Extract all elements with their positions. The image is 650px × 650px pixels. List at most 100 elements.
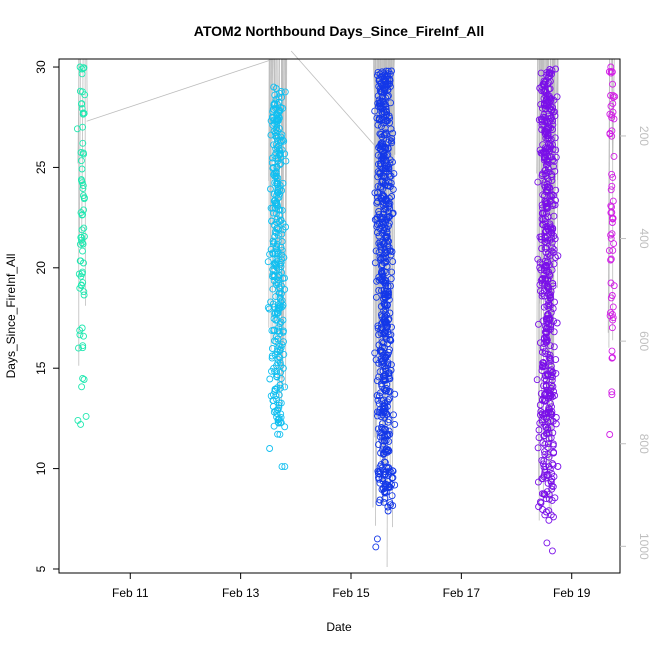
data-point <box>274 309 282 317</box>
data-point <box>375 468 383 476</box>
data-point <box>381 376 389 384</box>
data-point <box>274 406 282 414</box>
trace-line <box>372 58 375 508</box>
data-point <box>548 470 556 477</box>
data-point <box>388 268 396 276</box>
data-point <box>79 279 87 287</box>
data-point <box>79 342 87 350</box>
data-point <box>550 448 558 456</box>
data-point <box>384 360 392 368</box>
data-point <box>275 125 283 132</box>
data-point <box>271 368 279 376</box>
data-point <box>551 167 559 175</box>
data-point <box>548 408 556 416</box>
data-point <box>382 353 390 361</box>
data-point <box>276 139 284 146</box>
data-point <box>76 87 84 95</box>
data-point <box>78 70 86 78</box>
data-point <box>609 100 617 108</box>
data-point <box>380 220 388 228</box>
data-point <box>386 204 394 212</box>
data-point <box>268 159 276 167</box>
data-point <box>387 336 394 344</box>
x-axis: Feb 11 Feb 13 Feb 15 Feb 17 Feb 19 <box>112 573 591 600</box>
data-point <box>547 124 555 132</box>
data-point <box>268 352 276 360</box>
data-point <box>80 288 88 296</box>
data-point <box>375 475 383 483</box>
data-point <box>387 275 395 283</box>
data-point <box>381 399 389 407</box>
data-point <box>552 414 560 421</box>
data-point <box>543 223 551 230</box>
data-point <box>543 161 550 169</box>
data-point <box>549 249 557 257</box>
trace-line <box>284 58 286 140</box>
data-point <box>542 397 550 405</box>
data-point <box>549 483 557 491</box>
data-point <box>268 217 276 225</box>
data-point <box>554 252 562 260</box>
data-point <box>274 142 282 150</box>
trace-line <box>81 58 84 249</box>
data-point <box>608 182 616 190</box>
data-point <box>375 239 383 247</box>
y2-tick-label: 400 <box>637 229 650 249</box>
data-point <box>374 151 382 159</box>
data-point <box>277 243 285 251</box>
data-point <box>609 314 617 322</box>
data-point <box>379 92 387 100</box>
data-point <box>371 349 379 357</box>
data-point <box>543 488 551 496</box>
data-point <box>383 430 391 438</box>
data-point <box>607 231 615 239</box>
data-point <box>544 283 552 291</box>
data-point <box>609 197 617 205</box>
data-point <box>79 211 87 219</box>
data-point <box>384 80 392 88</box>
data-point <box>375 208 383 215</box>
data-point <box>541 117 549 125</box>
data-point <box>273 348 281 356</box>
data-point <box>384 151 392 159</box>
data-point <box>550 96 558 104</box>
trace-line <box>607 58 610 333</box>
data-point <box>382 130 390 138</box>
data-point <box>376 160 384 168</box>
data-point <box>79 344 87 352</box>
data-point <box>376 169 384 177</box>
data-point <box>388 135 396 142</box>
data-point <box>608 127 616 135</box>
data-point <box>379 372 387 380</box>
data-point <box>548 482 556 490</box>
data-point <box>374 68 382 76</box>
data-point <box>537 287 544 295</box>
data-point <box>543 198 551 206</box>
data-point <box>270 422 278 430</box>
data-point <box>545 284 553 292</box>
data-point <box>272 316 280 324</box>
data-point <box>274 430 282 438</box>
data-point <box>269 237 277 245</box>
data-point <box>552 369 560 377</box>
data-point <box>277 216 285 224</box>
data-point <box>550 232 558 240</box>
data-point <box>268 354 276 362</box>
data-point <box>76 326 84 334</box>
data-point <box>540 209 548 217</box>
data-point <box>276 107 284 115</box>
data-point <box>275 323 283 331</box>
data-point <box>542 329 550 337</box>
data-point <box>547 357 554 365</box>
data-point <box>534 255 542 263</box>
trace-line <box>271 58 274 141</box>
data-point <box>540 148 548 156</box>
data-point <box>538 104 546 112</box>
data-point <box>541 275 549 282</box>
data-point <box>378 105 386 113</box>
data-point <box>281 423 289 431</box>
data-point <box>78 100 85 108</box>
data-point <box>375 115 383 123</box>
data-point <box>274 184 282 192</box>
